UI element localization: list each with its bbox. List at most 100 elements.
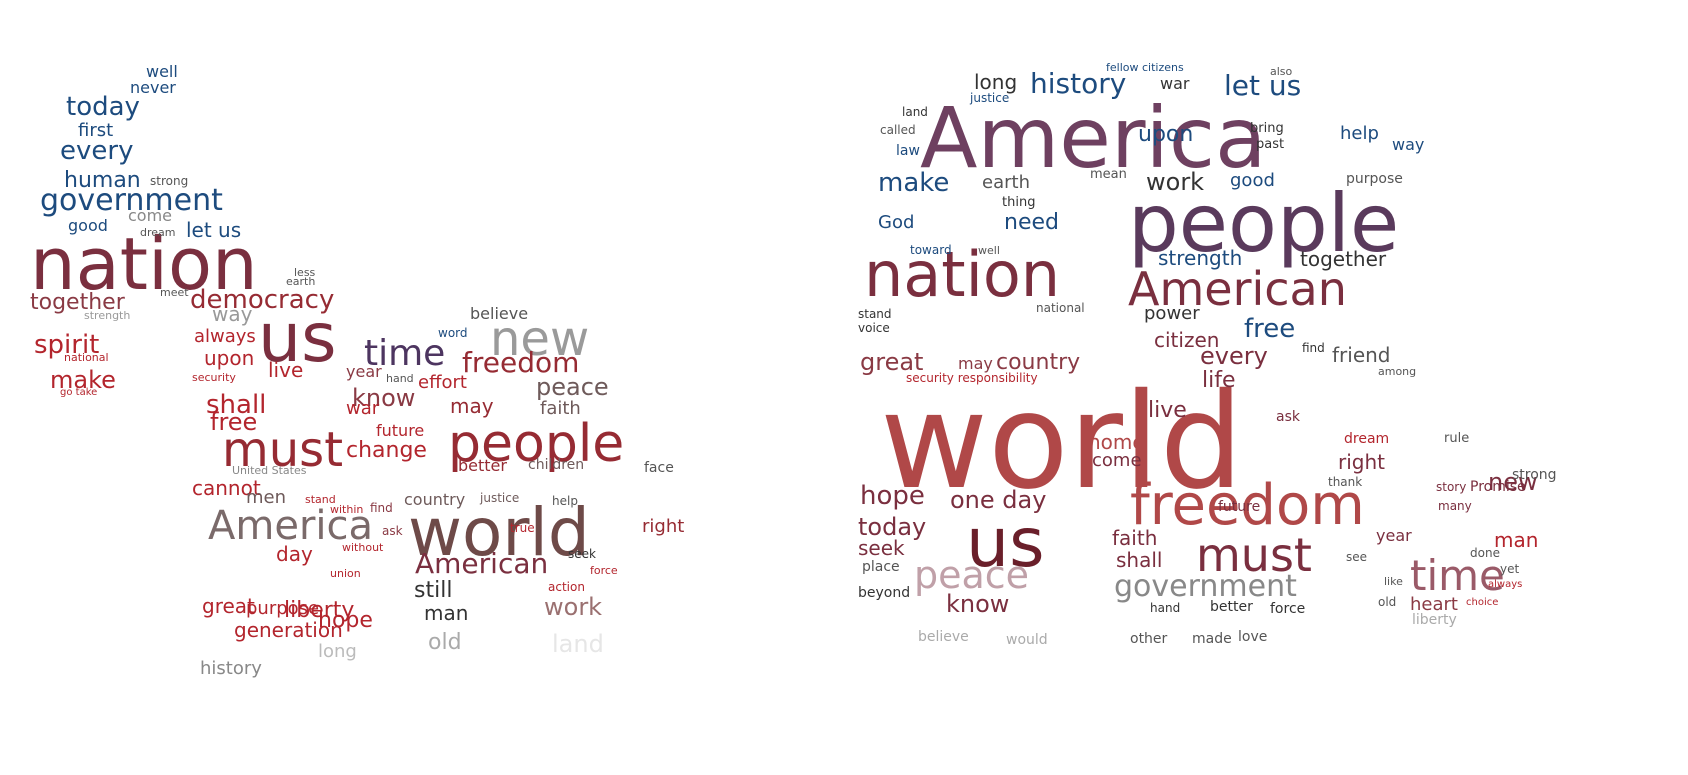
cloud-word: world	[880, 365, 1244, 519]
cloud-word: beyond	[858, 585, 911, 601]
cloud-word: American	[415, 547, 549, 580]
cloud-word: history	[200, 658, 262, 679]
cloud-word: hand	[1150, 601, 1181, 615]
cloud-word: peace	[914, 553, 1030, 597]
cloud-word: come	[128, 206, 173, 225]
cloud-word: less	[294, 266, 316, 279]
cloud-word: hope	[860, 481, 925, 511]
cloud-word: find	[1302, 341, 1325, 355]
cloud-word: shall	[206, 390, 267, 420]
cloud-word: may	[958, 354, 993, 373]
cloud-word: time	[1410, 551, 1505, 600]
cloud-word: well	[146, 62, 178, 81]
cloud-word: stand	[305, 493, 336, 506]
cloud-word: nation	[864, 238, 1061, 311]
cloud-word: may	[450, 394, 494, 418]
cloud-word: history	[1030, 67, 1127, 100]
cloud-word: work	[1146, 168, 1205, 196]
cloud-word: bring	[1250, 121, 1284, 136]
cloud-word: government	[40, 183, 223, 218]
cloud-word: power	[1144, 303, 1200, 324]
cloud-word: within	[330, 503, 364, 516]
cloud-word: every	[60, 136, 134, 166]
cloud-word: generation	[234, 618, 343, 642]
cloud-word: find	[370, 501, 393, 515]
cloud-word: work	[544, 593, 603, 621]
cloud-word: right	[642, 516, 685, 537]
cloud-word: good	[1230, 170, 1275, 191]
cloud-word: America	[208, 503, 373, 549]
cloud-word: today	[858, 513, 927, 541]
cloud-word: old	[428, 630, 462, 655]
cloud-word: strong	[1512, 467, 1557, 483]
cloud-word: action	[548, 580, 585, 594]
cloud-word: children	[528, 457, 585, 473]
cloud-word: purpose	[1346, 171, 1403, 187]
cloud-word: year	[1376, 526, 1412, 545]
cloud-word: peace	[536, 373, 609, 401]
cloud-word: free	[210, 408, 258, 436]
cloud-word: security responsibility	[906, 371, 1038, 385]
cloud-word: spirit	[34, 330, 100, 360]
cloud-word: live	[1148, 398, 1187, 423]
cloud-word: land	[552, 630, 604, 658]
cloud-word: true	[510, 521, 535, 535]
cloud-word: one day	[950, 486, 1047, 514]
cloud-word: nation	[30, 222, 258, 306]
cloud-word: right	[1338, 450, 1385, 474]
cloud-word: voice	[858, 321, 890, 335]
cloud-word: force	[590, 564, 618, 577]
cloud-word: heart	[1410, 594, 1458, 615]
cloud-word: Promise	[1470, 479, 1526, 495]
cloud-word: force	[1270, 601, 1306, 617]
cloud-word: must	[1196, 528, 1312, 582]
cloud-word: freedom	[462, 346, 580, 379]
cloud-word: see	[1346, 550, 1368, 564]
cloud-word: security	[192, 371, 236, 384]
cloud-word: old	[1378, 595, 1397, 609]
cloud-word: liberty	[1412, 612, 1457, 628]
cloud-word: better	[458, 456, 507, 475]
cloud-word: seek	[568, 547, 596, 561]
cloud-word: God	[878, 212, 915, 233]
cloud-word: place	[862, 559, 900, 575]
cloud-word: American	[1128, 262, 1347, 316]
cloud-word: together	[30, 290, 125, 315]
cloud-word: liberty	[284, 598, 355, 623]
cloud-word: country	[404, 490, 466, 509]
word-cloud-right: world America people nation freedom us America…	[844, 0, 1688, 775]
cloud-word: long	[974, 70, 1018, 94]
cloud-word: people	[1128, 177, 1400, 270]
cloud-word: help	[1340, 123, 1379, 144]
cloud-word: hope	[318, 608, 373, 633]
cloud-word: us	[966, 504, 1045, 583]
cloud-word: year	[346, 362, 382, 381]
cloud-word: well	[978, 244, 1000, 257]
cloud-word: go take	[60, 387, 98, 398]
cloud-word: story	[1436, 480, 1467, 494]
cloud-word: like	[1384, 575, 1403, 588]
cloud-word: purpose	[246, 598, 320, 619]
cloud-word: let us	[186, 218, 242, 242]
cloud-word: strength	[84, 309, 131, 322]
word-cloud-left: nation us world people must new America time gov…	[30, 62, 685, 679]
cloud-word: earth	[286, 275, 316, 288]
cloud-word: shall	[1116, 548, 1163, 572]
cloud-word: many	[1438, 499, 1472, 513]
cloud-word: also	[1270, 65, 1293, 78]
cloud-word: yet	[1500, 562, 1520, 576]
cloud-word: dream	[140, 226, 176, 239]
cloud-word: human	[64, 168, 141, 193]
cloud-word: law	[896, 143, 920, 159]
cloud-word: word	[438, 326, 468, 340]
cloud-word: cannot	[192, 476, 261, 500]
cloud-word: justice	[970, 91, 1010, 105]
cloud-word: future	[376, 421, 425, 440]
cloud-word: great	[202, 594, 255, 618]
cloud-word: great	[860, 348, 924, 376]
cloud-word: always	[194, 326, 256, 347]
cloud-word: rule	[1444, 431, 1470, 446]
cloud-word: war	[1160, 74, 1190, 93]
cloud-word: war	[346, 398, 380, 419]
cloud-word: union	[330, 567, 361, 580]
